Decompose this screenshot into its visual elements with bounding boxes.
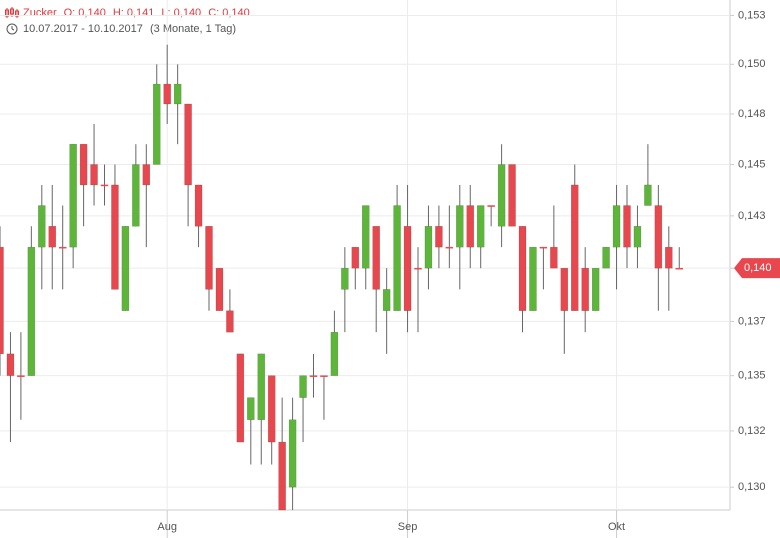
x-tick-label: Okt xyxy=(608,521,625,533)
candle-body xyxy=(382,289,391,311)
candle-body xyxy=(644,184,652,206)
candle-body xyxy=(341,267,349,290)
candle-body xyxy=(79,143,88,186)
candle-body xyxy=(424,226,433,269)
candle-body xyxy=(267,375,276,443)
candle-body xyxy=(591,267,600,311)
candle-body xyxy=(581,267,589,311)
candle-body xyxy=(90,164,98,186)
candle-body xyxy=(508,164,516,227)
candle-body xyxy=(58,246,67,249)
candle-body xyxy=(414,267,422,270)
candle-body xyxy=(675,267,683,270)
candle-body xyxy=(320,375,328,377)
candle-body xyxy=(539,246,548,249)
candle-body xyxy=(27,246,36,376)
y-tick-label: 0,130 xyxy=(738,481,766,493)
ohlc-value: C: 0,140 xyxy=(208,7,250,19)
candle-body xyxy=(560,267,569,311)
candle-body xyxy=(132,164,140,227)
candle-body xyxy=(278,441,286,511)
candle-body xyxy=(299,375,307,398)
candle-body xyxy=(205,226,213,290)
clock-icon xyxy=(6,23,18,35)
candle-body xyxy=(121,226,130,311)
candle-body xyxy=(602,246,610,269)
y-tick-label: 0,153 xyxy=(738,9,766,21)
candle-body xyxy=(393,205,401,311)
candle-body xyxy=(456,205,464,248)
candle-body xyxy=(69,143,77,248)
candle-body xyxy=(571,184,579,311)
candle-body xyxy=(362,205,370,269)
candle-body xyxy=(163,83,171,105)
candle-body xyxy=(612,205,621,248)
candle-body xyxy=(330,331,339,376)
candle-body xyxy=(654,205,663,269)
candle-body xyxy=(100,184,109,187)
candle-body xyxy=(153,83,161,165)
ohlc-value: O: 0,140 xyxy=(64,7,106,19)
candle-body xyxy=(529,246,537,311)
candle-body xyxy=(226,310,234,333)
candle-body xyxy=(497,164,506,227)
y-tick-label: 0,137 xyxy=(738,315,766,327)
y-tick-label: 0,135 xyxy=(738,370,766,382)
candle-body xyxy=(518,226,527,311)
candle-body xyxy=(38,205,46,248)
candle-body xyxy=(372,226,380,290)
candle-body xyxy=(142,164,151,186)
candle-body xyxy=(111,184,119,290)
y-tick-label: 0,145 xyxy=(738,158,766,170)
candle-body xyxy=(403,226,412,311)
candle-body xyxy=(6,353,15,376)
candle-body xyxy=(0,246,4,355)
candle-body xyxy=(623,205,631,248)
instrument-name: Zucker xyxy=(23,7,57,19)
candle-body xyxy=(309,375,318,377)
candle-body xyxy=(550,246,558,269)
candle-body xyxy=(665,246,673,269)
last-price-label: 0,140 xyxy=(744,262,772,274)
candle-body xyxy=(173,83,182,105)
candle-body xyxy=(435,226,443,248)
candle-body xyxy=(247,397,255,421)
ohlc-value: H: 0,141 xyxy=(113,7,155,19)
candle-body xyxy=(194,184,203,227)
candle-body xyxy=(633,226,642,248)
y-tick-label: 0,148 xyxy=(738,108,766,120)
y-tick-label: 0,143 xyxy=(738,210,766,222)
candle-body xyxy=(466,205,474,248)
last-price-badge xyxy=(734,258,780,279)
candle-body xyxy=(236,353,245,443)
candle-body xyxy=(487,205,495,207)
x-tick-label: Sep xyxy=(398,521,418,533)
candle-body xyxy=(215,267,224,311)
y-tick-label: 0,150 xyxy=(738,58,766,70)
candle-body xyxy=(351,246,360,269)
x-tick-label: Aug xyxy=(157,521,177,533)
period: (3 Monate, 1 Tag) xyxy=(150,23,236,35)
y-tick-label: 0,132 xyxy=(738,425,766,437)
instrument-icon xyxy=(5,7,19,18)
candle-body xyxy=(288,419,297,488)
candle-body xyxy=(257,353,265,421)
candle-body xyxy=(184,103,192,186)
candle-body xyxy=(48,226,56,248)
date-range: 10.07.2017 - 10.10.2017 xyxy=(23,23,143,35)
candle-body xyxy=(445,246,454,249)
candle-body xyxy=(17,375,25,377)
candle-body xyxy=(476,205,485,248)
